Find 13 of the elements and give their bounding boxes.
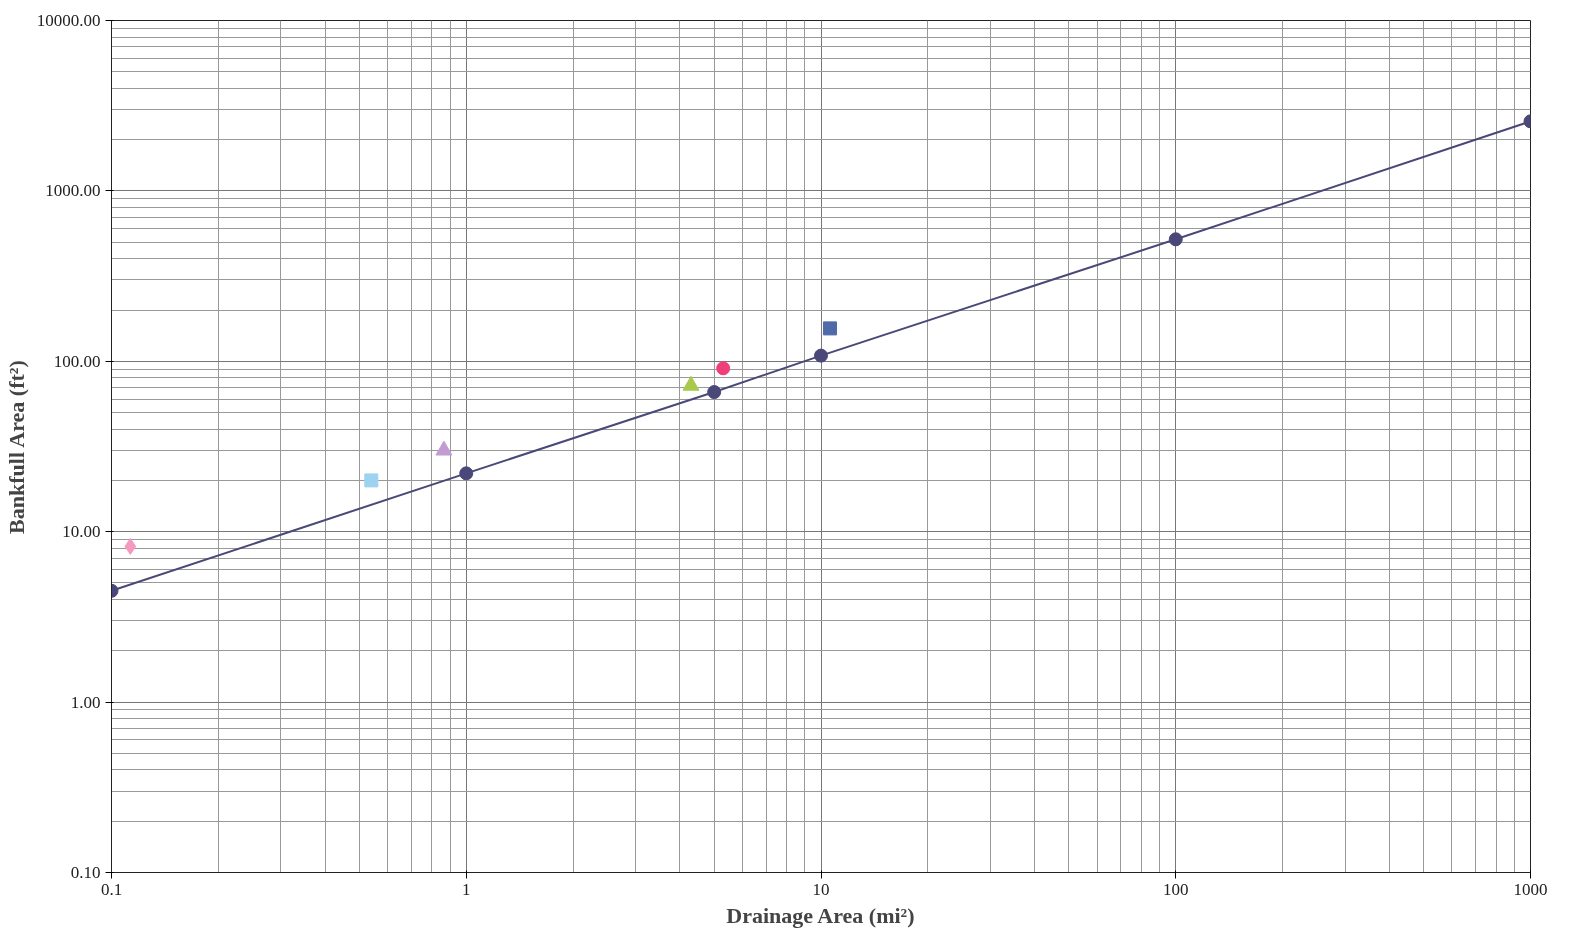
x-tick-label: 100 [1163, 879, 1189, 899]
x-axis-title: Drainage Area (mi²) [726, 902, 915, 928]
y-tick-label: 1.00 [70, 692, 101, 712]
y-tick-label: 100.00 [53, 351, 101, 371]
x-tick-label: 10 [812, 879, 830, 899]
y-tick-label: 0.10 [70, 863, 101, 882]
y-tick-label: 10.00 [62, 522, 101, 542]
x-tick-label: 1 [462, 879, 471, 899]
y-axis-title: Bankfull Area (ft²) [3, 360, 29, 534]
y-tick-label: 1000.00 [45, 181, 101, 201]
x-tick-label: 1000 [1513, 879, 1548, 899]
y-tick-label: 10000.00 [36, 11, 101, 30]
x-tick-label: 0.1 [100, 879, 123, 899]
